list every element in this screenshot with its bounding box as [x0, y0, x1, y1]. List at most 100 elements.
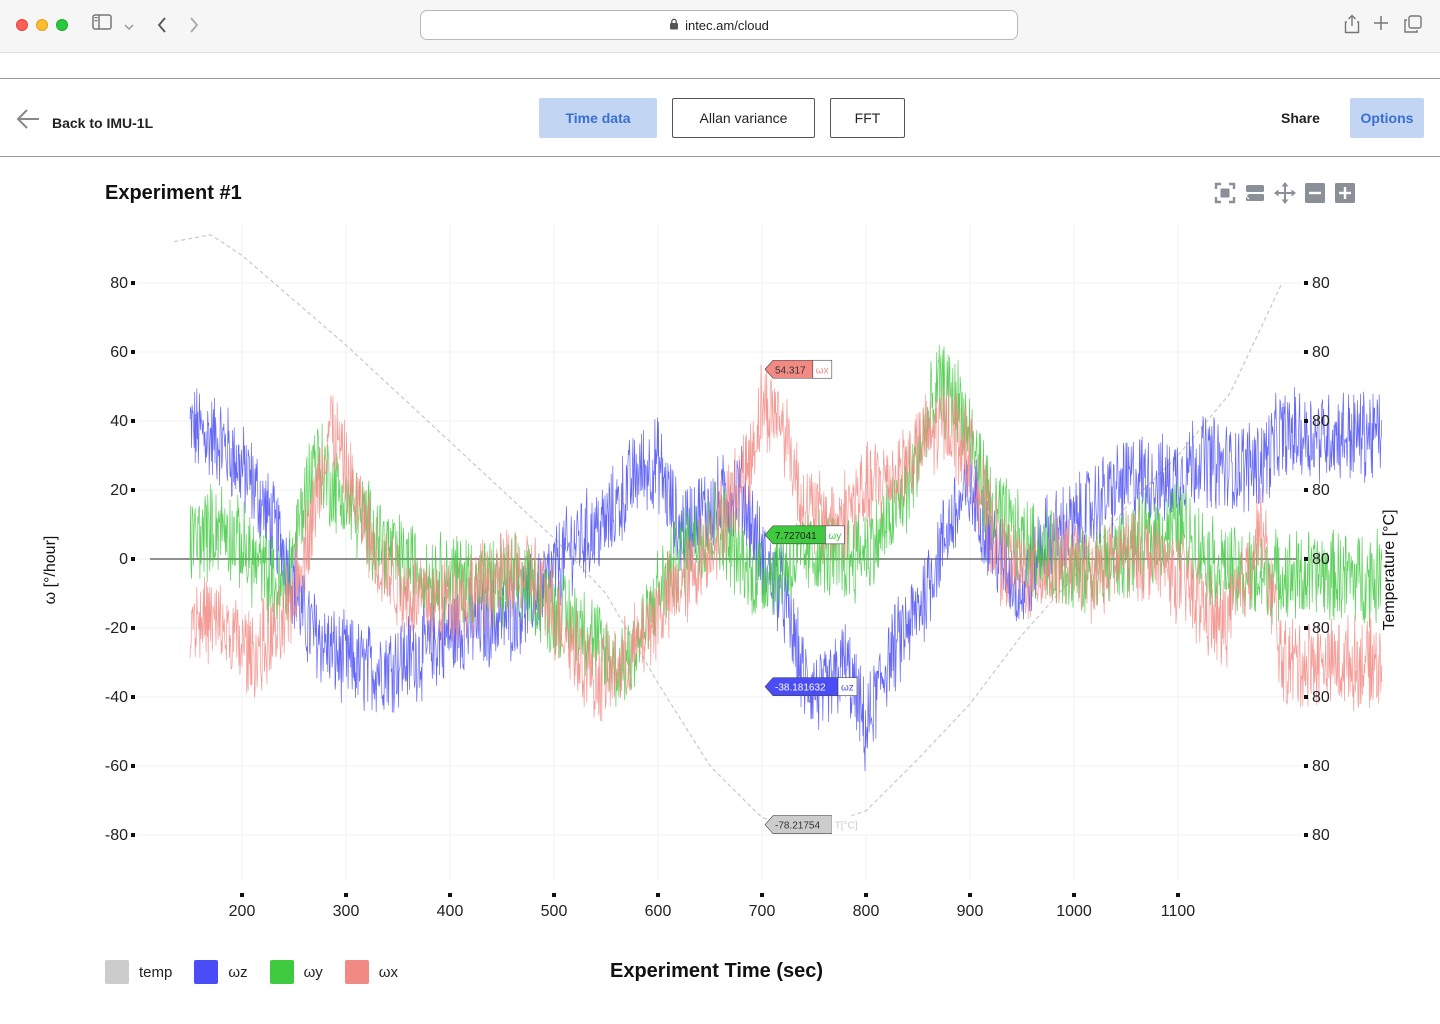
y2-tick-mark: [1304, 281, 1308, 285]
lock-icon: [669, 18, 679, 33]
hover-label-ωz: -38.181632 ωz: [764, 677, 858, 696]
minimize-window-button[interactable]: [36, 19, 48, 31]
address-bar[interactable]: intec.am/cloud: [420, 10, 1018, 40]
hover-label-box: [764, 525, 826, 545]
chart-toolbar: [1214, 182, 1356, 204]
x-tick-label: 400: [437, 903, 464, 920]
hover-label-series: ωy: [828, 531, 841, 542]
y-tick-mark: [131, 557, 135, 561]
y-tick-mark: [131, 626, 135, 630]
legend-label: ωz: [228, 963, 248, 981]
hover-labels: 54.317 ωx 7.727041 ωy -38.181632 ωz -78.21754 T…: [764, 359, 871, 834]
y-tick-label: 20: [110, 482, 128, 499]
tab-time-data[interactable]: Time data: [539, 98, 657, 138]
series-wx-line: [189, 364, 1383, 722]
y2-tick-mark: [1304, 764, 1308, 768]
x-axis-title: Experiment Time (sec): [610, 960, 824, 982]
legend-swatch: [269, 960, 294, 984]
x-tick-mark: [1176, 893, 1180, 897]
back-arrow-icon[interactable]: [156, 16, 168, 39]
x-tick-label: 600: [645, 903, 672, 920]
x-tick-label: 200: [229, 903, 256, 920]
legend-item-wy[interactable]: ωy: [269, 960, 323, 984]
x-tick-label: 800: [853, 903, 880, 920]
pan-icon[interactable]: [1274, 182, 1296, 204]
series-wz-line: [189, 387, 1383, 772]
y2-tick-label: 80: [1312, 689, 1330, 706]
chart-grid: [137, 225, 1302, 880]
x-tick-mark: [1072, 893, 1076, 897]
hover-label-temp: -78.21754 T[°C]: [764, 815, 871, 834]
legend-swatch: [194, 960, 219, 984]
close-window-button[interactable]: [16, 19, 28, 31]
chevron-down-icon[interactable]: [124, 18, 134, 36]
x-tick-label: 900: [957, 903, 984, 920]
browser-toolbar: intec.am/cloud: [0, 0, 1440, 53]
x-tick-mark: [240, 893, 244, 897]
y2-tick-label: 80: [1312, 827, 1330, 844]
box-zoom-icon[interactable]: [1244, 182, 1266, 204]
divider: [0, 156, 1440, 157]
tab-allan-variance[interactable]: Allan variance: [672, 98, 815, 138]
y2-tick-mark: [1304, 419, 1308, 423]
back-link[interactable]: Back to IMU-1L: [16, 108, 153, 133]
y2-axis-title: Temperature [°C]: [1381, 509, 1398, 630]
y-tick-label: -40: [105, 689, 128, 706]
series-temp-line: [174, 234, 1282, 829]
share-button[interactable]: Share: [1281, 110, 1320, 126]
x-tick-mark: [552, 893, 556, 897]
legend-item-wz[interactable]: ωz: [194, 960, 248, 984]
share-page-icon[interactable]: [1344, 14, 1360, 39]
hover-label-box: [764, 677, 839, 696]
y2-tick-label: 80: [1312, 551, 1330, 568]
y-tick-mark: [131, 764, 135, 768]
arrow-left-icon: [16, 108, 40, 133]
zoom-window-button[interactable]: [56, 19, 68, 31]
y-tick-mark: [131, 350, 135, 354]
legend-label: temp: [139, 963, 173, 981]
y-tick-label: -60: [105, 758, 128, 775]
y2-tick-label: 80: [1312, 758, 1330, 775]
zoom-in-icon[interactable]: [1334, 182, 1356, 204]
hover-label-ωy: 7.727041 ωy: [764, 525, 845, 545]
new-tab-icon[interactable]: [1374, 16, 1388, 35]
hover-label-box: [764, 359, 814, 379]
hover-label-tag: [812, 359, 833, 379]
legend-item-wx[interactable]: ωx: [344, 960, 398, 984]
x-tick-label: 500: [541, 903, 568, 920]
chart-axes: 200 300 400 500 600 700 800 900 1000 110080604020…: [105, 275, 1330, 920]
chart-legend: temp ωz ωy ωx: [105, 960, 404, 984]
y2-tick-mark: [1304, 626, 1308, 630]
y-tick-mark: [131, 488, 135, 492]
hover-label-series: ωx: [816, 365, 829, 376]
tab-overview-icon[interactable]: [1404, 15, 1422, 38]
forward-arrow-icon[interactable]: [188, 16, 200, 39]
y-tick-mark: [131, 833, 135, 837]
x-tick-label: 700: [749, 903, 776, 920]
hover-label-series: ωz: [841, 683, 854, 694]
y2-tick-mark: [1304, 488, 1308, 492]
legend-item-temp[interactable]: temp: [105, 960, 172, 984]
y-tick-mark: [131, 281, 135, 285]
y-tick-label: 80: [110, 275, 128, 292]
x-tick-mark: [864, 893, 868, 897]
autoscale-icon[interactable]: [1214, 182, 1236, 204]
y2-tick-label: 80: [1312, 344, 1330, 361]
hover-label-value: -78.21754: [775, 821, 820, 832]
y2-tick-mark: [1304, 833, 1308, 837]
zoom-out-icon[interactable]: [1304, 182, 1326, 204]
hover-label-series: T[°C]: [835, 821, 858, 832]
url-text: intec.am/cloud: [685, 17, 769, 33]
x-tick-mark: [760, 893, 764, 897]
y-tick-mark: [131, 695, 135, 699]
y2-tick-mark: [1304, 695, 1308, 699]
tab-fft[interactable]: FFT: [830, 98, 905, 138]
y-tick-label: 0: [119, 551, 128, 568]
hover-label-tag: [831, 815, 871, 834]
y2-tick-mark: [1304, 350, 1308, 354]
options-button[interactable]: Options: [1350, 98, 1424, 138]
x-tick-mark: [448, 893, 452, 897]
sidebar-toggle-icon[interactable]: [92, 14, 112, 35]
hover-label-value: 54.317: [775, 365, 806, 376]
y2-tick-label: 80: [1312, 482, 1330, 499]
